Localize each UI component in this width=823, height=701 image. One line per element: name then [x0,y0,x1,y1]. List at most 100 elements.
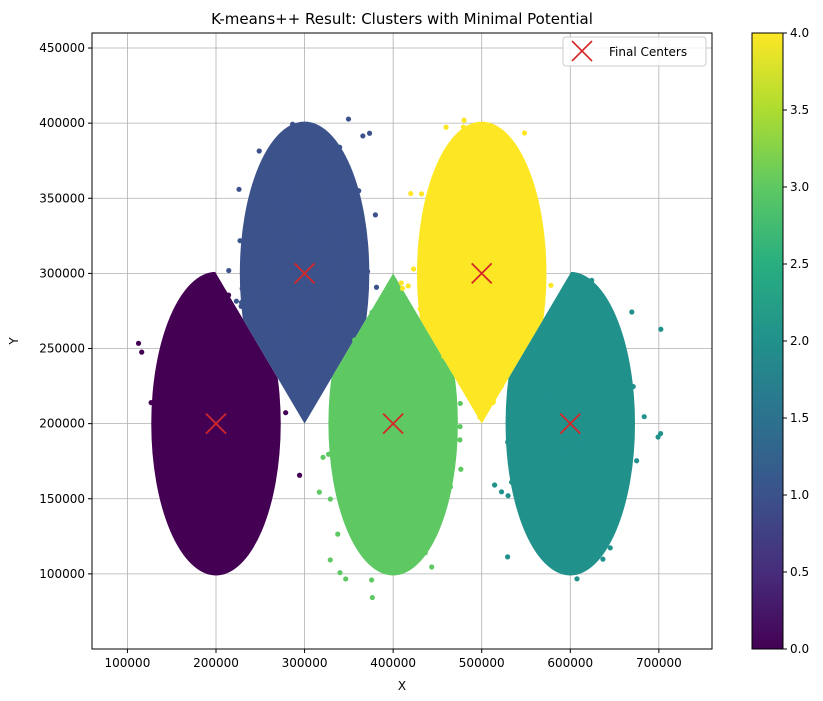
cluster-4-point [479,360,485,366]
legend: Final Centers [562,36,707,67]
cluster-0-point [215,436,221,443]
cluster-4-point [521,130,528,136]
cluster-0-point [239,458,245,464]
cluster-0-point [176,518,183,524]
cluster-3-point [384,407,390,414]
cluster-4-point [481,291,487,297]
cluster-4-point [488,174,495,180]
cluster-3-point [403,371,409,377]
cluster-4-point [449,161,455,168]
cluster-2-point [658,326,664,332]
cluster-1-point [326,303,332,309]
cluster-4-point [483,184,489,190]
cluster-1-point [307,287,313,293]
cluster-1-point [301,296,307,302]
cluster-1-point [313,255,319,261]
x-tick-label: 300000 [282,656,328,670]
cluster-2-point [570,307,576,314]
cluster-0-point [190,456,196,462]
cluster-1-point [309,128,315,134]
cluster-3-point [398,344,405,350]
cluster-3-point [432,406,439,413]
cluster-4-point [499,272,505,278]
cluster-3-point [402,307,408,313]
cluster-4-point [482,366,489,372]
cluster-0-point [192,467,198,474]
cluster-4-point [468,253,474,260]
cluster-0-point [196,319,203,325]
cluster-2-point [544,399,550,405]
cluster-2-point [589,277,595,283]
cluster-0-point [194,492,200,498]
cluster-1-point [265,224,272,230]
cluster-1-point [238,303,244,309]
cluster-0-point [171,385,177,392]
cluster-3-point [430,392,436,398]
cluster-2-point [585,323,591,329]
cluster-3-point [386,346,393,353]
cluster-0-point [239,356,246,363]
cluster-1-point [317,260,323,266]
cluster-2-point [582,455,589,461]
cluster-2-point [611,491,617,497]
cluster-2-point [570,383,577,389]
cluster-4-point [482,175,488,181]
cluster-0-point [204,479,210,485]
cluster-2-point [563,387,569,393]
cluster-2-point [534,428,540,434]
cluster-1-point [306,236,312,242]
cluster-4-point [473,237,479,244]
cluster-1-point [266,324,272,331]
cluster-1-point [327,349,334,355]
cluster-4-point [470,206,476,212]
cluster-3-point [359,341,365,347]
cluster-0-point [219,534,225,540]
cluster-2-point [556,451,562,457]
cluster-1-point [313,328,319,334]
cluster-2-point [591,454,597,460]
cluster-0-point [211,410,217,417]
cluster-2-point [574,576,580,582]
cluster-2-point [505,554,511,560]
cluster-3-point [362,501,368,507]
cluster-3-point [350,453,356,459]
cluster-1-point [332,278,339,284]
cluster-2-point [498,489,505,495]
cluster-3-point [385,473,391,479]
cluster-1-point [263,165,270,171]
cluster-1-point [334,184,341,191]
cluster-2-point [579,541,585,548]
cluster-0-point [179,504,185,511]
cluster-1-point [326,357,332,364]
cluster-1-point [327,284,333,290]
cluster-4-point [431,221,437,227]
cluster-3-point [389,325,395,331]
cluster-3-point [407,461,413,467]
cluster-0-point [135,340,142,346]
cluster-4-point [548,282,554,288]
cluster-0-point [219,445,225,452]
cluster-1-point [337,171,344,177]
cluster-1-point [323,330,329,336]
cluster-2-point [573,279,579,285]
cluster-4-point [466,259,472,265]
cluster-1-point [320,300,326,306]
cluster-0-point [238,449,244,455]
cluster-2-point [582,528,588,534]
cluster-2-point [564,527,570,533]
cluster-3-point [385,373,391,379]
cluster-0-point [158,449,164,455]
cluster-1-point [290,121,296,127]
cluster-2-point [574,410,580,416]
cluster-3-point [335,531,341,537]
cluster-2-point [606,369,612,376]
cluster-1-point [304,208,311,214]
cluster-2-point [599,506,605,512]
cluster-4-point [508,319,514,325]
cluster-0-point [226,390,232,396]
cluster-2-point [546,455,552,461]
cluster-3-point [316,489,322,495]
cluster-3-point [337,417,344,423]
cluster-2-point [586,364,592,370]
cluster-3-point [383,495,389,501]
